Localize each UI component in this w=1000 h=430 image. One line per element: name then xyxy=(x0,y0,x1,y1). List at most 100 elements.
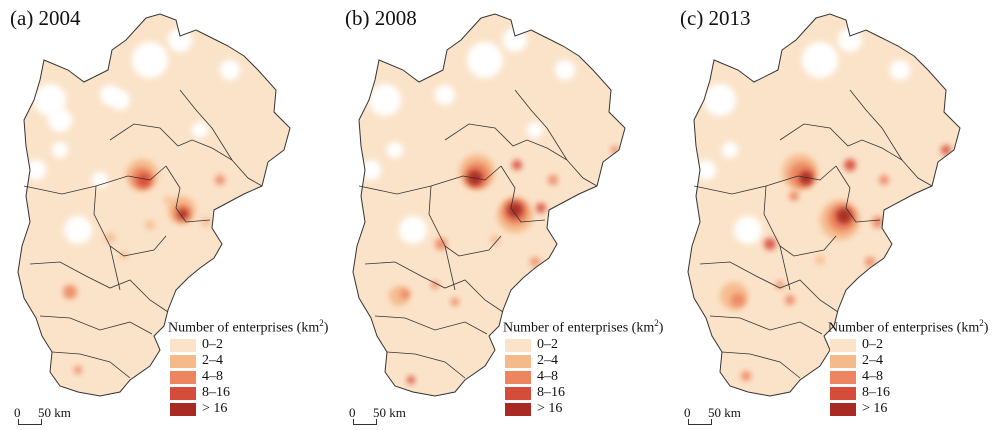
panel-2004: (a) 2004 Number of enterprises (km2) 0–2 2… xyxy=(0,0,330,430)
density-layer-2004 xyxy=(26,28,240,374)
region-outline xyxy=(352,13,626,397)
admin-boundary xyxy=(127,165,167,181)
no-data-area xyxy=(369,84,401,116)
no-data-area xyxy=(467,42,503,78)
density-hotspot xyxy=(731,293,745,307)
panel-2008: (b) 2008 Number of enterprises (km2) 0–2 2… xyxy=(335,0,665,430)
density-hotspot xyxy=(530,257,540,267)
density-hotspot xyxy=(741,371,751,381)
no-data-area xyxy=(34,84,66,116)
region-outline xyxy=(687,13,961,397)
admin-boundary xyxy=(179,89,233,161)
no-data-area xyxy=(48,108,72,132)
no-data-area xyxy=(92,172,108,188)
admin-boundary xyxy=(39,315,153,335)
legend-swatch xyxy=(170,354,196,368)
density-hotspot xyxy=(201,217,211,227)
density-hotspot xyxy=(764,238,776,250)
legend-item: 8–16 xyxy=(170,385,328,401)
legend-title: Number of enterprises (km2) xyxy=(503,318,663,337)
legend-title-close: ) xyxy=(983,320,989,336)
no-data-area xyxy=(555,60,575,80)
density-hotspot xyxy=(941,145,951,155)
scale-zero-label: 0 xyxy=(14,405,21,420)
scale-distance-label: 50 km xyxy=(38,405,71,420)
map-2013 xyxy=(687,13,961,397)
legend-swatch xyxy=(170,402,196,416)
no-data-area xyxy=(704,84,736,116)
legend-label: 8–16 xyxy=(537,385,565,401)
legend-swatch xyxy=(170,370,196,384)
legend-label: > 16 xyxy=(862,401,888,417)
density-hotspot xyxy=(431,281,439,289)
admin-boundary xyxy=(428,185,502,257)
legend-item: 4–8 xyxy=(170,369,328,385)
legend-item: > 16 xyxy=(505,401,663,417)
legend-item: 4–8 xyxy=(830,369,988,385)
admin-boundary xyxy=(514,89,568,161)
density-hotspot xyxy=(145,220,155,230)
legend-swatch xyxy=(505,402,531,416)
region-fill-2013 xyxy=(688,14,960,396)
density-hotspot xyxy=(400,289,410,299)
density-hotspot xyxy=(74,366,82,374)
scale-zero-label: 0 xyxy=(684,405,691,420)
legend-title-text: Number of enterprises (km xyxy=(503,320,655,336)
density-hotspot xyxy=(785,295,795,305)
no-data-area xyxy=(52,142,68,158)
no-data-area xyxy=(527,122,543,138)
panel-title-2013: (c) 2013 xyxy=(680,6,751,30)
admin-boundary xyxy=(444,245,456,291)
density-hotspot xyxy=(536,203,546,213)
density-hotspot xyxy=(512,160,522,170)
legend-title-text: Number of enterprises (km xyxy=(168,320,320,336)
scale-distance-label: 50 km xyxy=(708,405,741,420)
legend-label: 8–16 xyxy=(202,385,230,401)
no-data-area xyxy=(734,216,762,244)
legend-title-close: ) xyxy=(658,320,664,336)
legend-label: 0–2 xyxy=(862,337,883,353)
no-data-area xyxy=(890,60,910,80)
legend-item: 2–4 xyxy=(830,353,988,369)
no-data-area xyxy=(26,160,46,180)
admin-boundary xyxy=(699,261,839,313)
admin-boundary xyxy=(109,245,121,291)
density-hotspot xyxy=(789,191,799,201)
no-data-area xyxy=(503,28,527,52)
legend-swatch xyxy=(830,386,856,400)
legend-swatch xyxy=(505,338,531,352)
legend-item: 0–2 xyxy=(170,337,328,353)
scale-ticks xyxy=(688,419,712,425)
no-data-area xyxy=(387,142,403,158)
density-hotspot xyxy=(872,216,884,228)
density-hotspot xyxy=(120,251,128,259)
no-data-area xyxy=(132,42,168,78)
admin-boundary xyxy=(721,351,801,379)
legend-label: > 16 xyxy=(537,401,563,417)
admin-boundary xyxy=(51,351,131,379)
admin-boundary xyxy=(444,123,598,187)
scale-distance-label: 50 km xyxy=(373,405,406,420)
legend-label: 8–16 xyxy=(862,385,890,401)
legend-item: 2–4 xyxy=(505,353,663,369)
legend-item: > 16 xyxy=(170,401,328,417)
legend-title-close: ) xyxy=(323,320,329,336)
region-fill-2004 xyxy=(18,14,290,396)
legend-label: > 16 xyxy=(202,401,228,417)
density-hotspot xyxy=(836,208,852,224)
legend-title-text: Number of enterprises (km xyxy=(828,320,980,336)
density-hotspot xyxy=(844,159,856,171)
no-data-area xyxy=(399,216,427,244)
legend-label: 2–4 xyxy=(862,353,883,369)
admin-boundary xyxy=(779,123,933,187)
density-hotspot xyxy=(507,202,523,218)
no-data-area xyxy=(802,42,838,78)
no-data-area xyxy=(361,160,381,180)
legend-swatch xyxy=(505,370,531,384)
density-hotspot xyxy=(879,175,889,185)
density-hotspot xyxy=(105,233,115,243)
density-hotspot xyxy=(815,255,825,265)
density-hotspot xyxy=(865,257,875,267)
no-data-area xyxy=(696,160,716,180)
no-data-area xyxy=(168,28,192,52)
